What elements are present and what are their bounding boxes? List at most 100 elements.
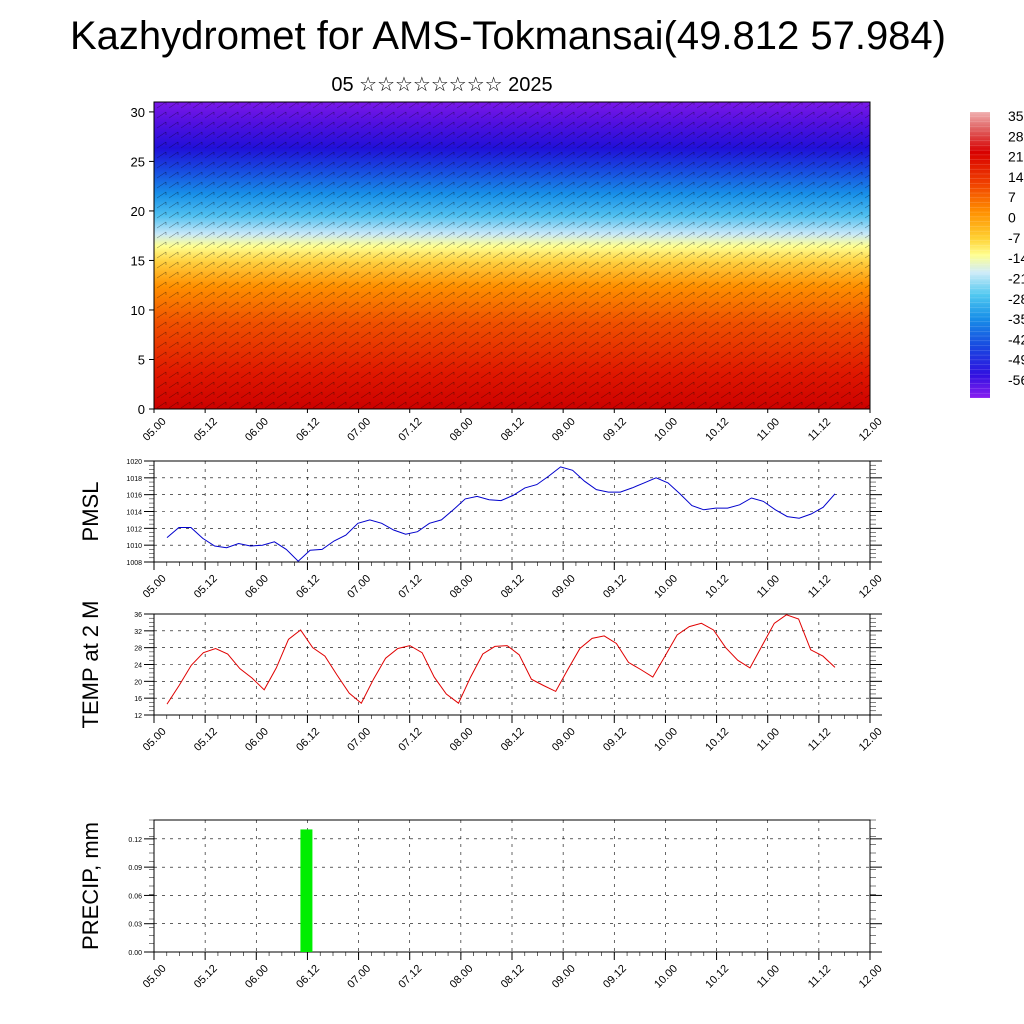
xtick-label: 10.00 — [652, 963, 680, 991]
heatmap-xtick-label: 07.00 — [345, 416, 373, 444]
precip-bar — [300, 829, 313, 952]
xtick-label: 09.12 — [601, 726, 629, 754]
xtick-label: 09.12 — [601, 963, 629, 991]
ytick-label: 1010 — [126, 543, 142, 550]
heatmap-ytick-label: 25 — [131, 154, 145, 169]
xtick-label: 08.12 — [499, 573, 527, 601]
heatmap-xtick-label: 12.00 — [857, 416, 885, 444]
colorbar-label: 35 — [1008, 108, 1024, 124]
heatmap-xtick-label: 05.00 — [141, 416, 169, 444]
xtick-label: 12.00 — [857, 573, 885, 601]
colorbar-label: 0 — [1008, 210, 1016, 226]
heatmap-xtick-label: 09.00 — [550, 416, 578, 444]
xtick-label: 06.00 — [243, 726, 271, 754]
xtick-label: 06.12 — [294, 726, 322, 754]
pmsl-line — [166, 466, 836, 562]
xtick-label: 07.12 — [396, 963, 424, 991]
ytick-label: 1020 — [126, 459, 142, 466]
xtick-label: 07.00 — [345, 726, 373, 754]
heatmap-xtick-label: 07.12 — [396, 416, 424, 444]
xtick-label: 07.12 — [396, 726, 424, 754]
ytick-label: 0.03 — [128, 922, 142, 929]
panel-ylabel: TEMP at 2 M — [78, 601, 103, 729]
xtick-label: 08.00 — [448, 726, 476, 754]
ytick-label: 20 — [134, 679, 142, 686]
xtick-label: 10.00 — [652, 726, 680, 754]
colorbar-label: -7 — [1008, 230, 1021, 246]
xtick-label: 11.00 — [755, 726, 782, 753]
heatmap-xtick-label: 06.12 — [294, 416, 322, 444]
heatmap-panel: 0 5 10 15 20 25 30 05.00 05.12 06.00 06.12 07.00 07.… — [131, 101, 885, 444]
heatmap-xtick-label: 09.12 — [601, 416, 629, 444]
xtick-label: 06.00 — [243, 573, 271, 601]
wind-barbs — [154, 102, 870, 409]
xtick-label: 11.00 — [755, 963, 782, 990]
xtick-label: 11.00 — [755, 573, 782, 600]
heatmap-xtick-label: 08.12 — [499, 416, 527, 444]
precip-panel: 05.00 05.12 06.00 06.12 07.00 07.12 08.00 08.12… — [78, 819, 885, 991]
xtick-label: 05.12 — [192, 726, 220, 754]
xtick-label: 12.00 — [857, 726, 885, 754]
ytick-label: 1016 — [126, 493, 142, 500]
ytick-label: 32 — [134, 629, 142, 636]
xtick-label: 05.00 — [141, 726, 169, 754]
colorbar-label: 28 — [1008, 128, 1024, 144]
pmsl-panel: 05.00 05.12 06.00 06.12 07.00 07.12 08.00 08.12… — [78, 459, 885, 601]
heatmap-xtick-label: 10.12 — [703, 416, 731, 444]
colorbar-label: -49 — [1008, 352, 1024, 368]
xtick-label: 08.12 — [499, 726, 527, 754]
ytick-label: 0.06 — [128, 893, 142, 900]
xtick-label: 12.00 — [857, 963, 885, 991]
chart-subtitle: 05 ☆☆☆☆☆☆☆☆ 2025 — [331, 74, 553, 96]
ytick-label: 16 — [134, 696, 142, 703]
xtick-label: 08.00 — [448, 573, 476, 601]
colorbar-label: -14 — [1008, 250, 1024, 266]
xtick-label: 05.12 — [192, 573, 220, 601]
heatmap-xtick-label: 11.12 — [806, 416, 833, 443]
ytick-label: 36 — [134, 612, 142, 619]
heatmap-ytick-label: 0 — [138, 402, 145, 417]
xtick-label: 10.12 — [703, 963, 731, 991]
colorbar-label: -21 — [1008, 270, 1024, 286]
xtick-label: 09.00 — [550, 963, 578, 991]
panel-ylabel: PRECIP, mm — [78, 822, 103, 950]
colorbar: 35 28 21 14 7 0 -7 -14 -21 -28 -35 -42 -49 -56 — [970, 108, 1024, 399]
heatmap-ytick-label: 5 — [138, 352, 145, 367]
heatmap-ytick-label: 10 — [131, 303, 145, 318]
colorbar-label: -42 — [1008, 331, 1024, 347]
xtick-label: 06.12 — [294, 963, 322, 991]
xtick-label: 09.00 — [550, 573, 578, 601]
xtick-label: 11.12 — [806, 573, 833, 600]
xtick-label: 11.12 — [806, 963, 833, 990]
xtick-label: 10.00 — [652, 573, 680, 601]
xtick-label: 08.12 — [499, 963, 527, 991]
temp-line — [166, 614, 836, 705]
heatmap-xtick-label: 08.00 — [448, 416, 476, 444]
heatmap-ytick-label: 30 — [131, 105, 145, 120]
xtick-label: 09.12 — [601, 573, 629, 601]
heatmap-xtick-label: 05.12 — [192, 416, 220, 444]
ytick-label: 0.12 — [128, 837, 142, 844]
xtick-label: 06.12 — [294, 573, 322, 601]
ytick-label: 1018 — [126, 476, 142, 483]
heatmap-xtick-label: 06.00 — [243, 416, 271, 444]
colorbar-fill — [970, 112, 990, 398]
chart-title: Kazhydromet for AMS-Tokmansai(49.812 57.… — [70, 14, 946, 58]
heatmap-ytick-label: 15 — [131, 253, 145, 268]
heatmap-ytick-label: 20 — [131, 204, 145, 219]
xtick-label: 08.00 — [448, 963, 476, 991]
ytick-label: 0.09 — [128, 865, 142, 872]
colorbar-label: 21 — [1008, 149, 1024, 165]
ytick-label: 12 — [134, 713, 142, 720]
xtick-label: 05.00 — [141, 573, 169, 601]
xtick-label: 06.00 — [243, 963, 271, 991]
xtick-label: 10.12 — [703, 573, 731, 601]
xtick-label: 05.00 — [141, 963, 169, 991]
ytick-label: 1014 — [126, 510, 142, 517]
ytick-label: 1012 — [126, 526, 142, 533]
xtick-label: 11.12 — [806, 726, 833, 753]
ytick-label: 24 — [134, 663, 142, 670]
heatmap-xtick-label: 10.00 — [652, 416, 680, 444]
heatmap-xtick-label: 11.00 — [755, 416, 782, 443]
